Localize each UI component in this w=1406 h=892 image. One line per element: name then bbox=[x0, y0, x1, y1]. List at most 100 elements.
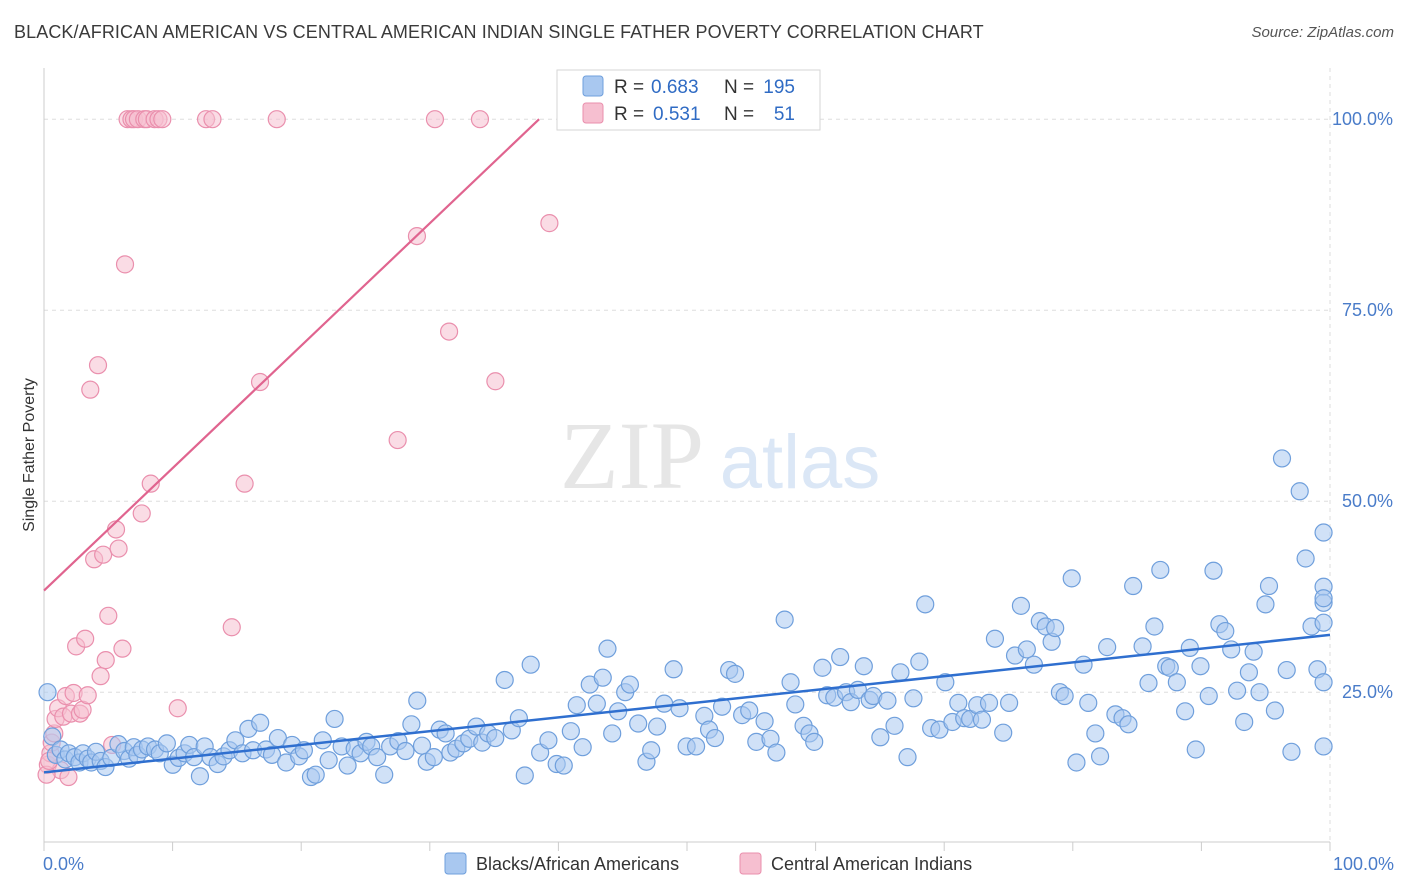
y-tick-label: 75.0% bbox=[1342, 300, 1393, 320]
data-point-blue bbox=[1133, 637, 1152, 656]
data-point-blue bbox=[629, 714, 648, 733]
data-point-blue bbox=[725, 664, 745, 683]
series-blacks-african-americans bbox=[38, 449, 1333, 787]
data-point-blue bbox=[402, 715, 421, 734]
data-point-blue bbox=[1256, 595, 1275, 614]
data-point-blue bbox=[424, 748, 443, 767]
y-tick-label: 25.0% bbox=[1342, 682, 1393, 702]
legend-r-value-blue: 0.683 bbox=[651, 77, 699, 98]
data-point-blue bbox=[1314, 613, 1333, 632]
data-point-blue bbox=[642, 741, 661, 760]
data-point-pink bbox=[235, 474, 254, 493]
source-label: Source: ZipAtlas.com bbox=[1251, 24, 1394, 41]
data-point-pink bbox=[486, 372, 505, 391]
chart-title: BLACK/AFRICAN AMERICAN VS CENTRAL AMERIC… bbox=[14, 22, 984, 42]
legend-n-value-blue: 195 bbox=[763, 77, 795, 98]
data-point-blue bbox=[813, 658, 832, 677]
data-point-blue bbox=[1186, 740, 1205, 759]
data-point-pink bbox=[109, 539, 128, 558]
data-point-blue bbox=[767, 743, 786, 762]
data-point-blue bbox=[1180, 638, 1199, 657]
data-point-blue bbox=[1314, 523, 1333, 542]
data-point-pink bbox=[99, 606, 118, 625]
data-point-blue bbox=[1046, 618, 1065, 638]
data-point-pink bbox=[425, 110, 445, 129]
data-point-blue bbox=[1239, 663, 1259, 682]
watermark-zip: ZIP bbox=[560, 402, 704, 509]
data-point-blue bbox=[1272, 449, 1292, 468]
data-point-blue bbox=[1265, 701, 1285, 720]
data-point-blue bbox=[262, 745, 282, 764]
data-point-blue bbox=[1090, 747, 1110, 766]
legend-r-label-pink: R = bbox=[614, 104, 644, 125]
bottom-legend-swatch-pink bbox=[739, 852, 762, 875]
data-point-blue bbox=[647, 717, 667, 736]
data-point-blue bbox=[972, 710, 992, 729]
data-point-blue bbox=[1222, 640, 1241, 659]
data-point-blue bbox=[396, 741, 415, 761]
data-point-blue bbox=[781, 673, 800, 692]
data-point-blue bbox=[1290, 482, 1309, 501]
data-point-blue bbox=[1151, 560, 1170, 580]
data-point-blue bbox=[368, 748, 387, 767]
data-point-blue bbox=[38, 683, 57, 702]
data-point-blue bbox=[1098, 638, 1117, 657]
data-point-blue bbox=[936, 673, 955, 692]
data-point-blue bbox=[664, 660, 683, 679]
data-point-blue bbox=[904, 689, 923, 708]
data-point-blue bbox=[831, 647, 850, 667]
data-point-blue bbox=[1191, 657, 1210, 676]
data-point-blue bbox=[885, 716, 904, 735]
data-point-blue bbox=[949, 693, 968, 712]
data-point-blue bbox=[1000, 693, 1019, 712]
data-point-blue bbox=[1199, 686, 1218, 706]
data-point-pink bbox=[439, 322, 459, 341]
data-point-blue bbox=[916, 595, 935, 614]
legend-n-label-pink: N = bbox=[724, 104, 754, 125]
data-point-blue bbox=[979, 693, 999, 712]
data-point-blue bbox=[1244, 642, 1263, 661]
data-point-blue bbox=[1235, 712, 1254, 732]
data-point-blue bbox=[313, 731, 332, 750]
data-point-blue bbox=[375, 765, 394, 784]
data-point-blue bbox=[655, 694, 674, 713]
data-point-blue bbox=[1145, 617, 1164, 636]
data-point-blue bbox=[686, 737, 706, 756]
data-point-pink bbox=[81, 380, 100, 399]
legend-box: R = 0.683 N = 195 R = 0.531 N = 51 bbox=[556, 69, 821, 131]
data-point-blue bbox=[539, 731, 558, 750]
trend-line-pink bbox=[43, 118, 540, 592]
data-point-blue bbox=[786, 695, 805, 714]
legend-n-value-pink: 51 bbox=[774, 104, 795, 125]
data-point-blue bbox=[1277, 660, 1296, 680]
data-point-blue bbox=[871, 728, 890, 747]
data-point-blue bbox=[554, 756, 573, 775]
data-point-blue bbox=[1067, 753, 1086, 772]
watermark-atlas: atlas bbox=[720, 420, 881, 505]
y-tick-labels: 25.0% 50.0% 75.0% 100.0% bbox=[1332, 109, 1393, 702]
bottom-legend-swatch-blue bbox=[444, 852, 467, 875]
data-point-blue bbox=[190, 767, 210, 786]
data-point-blue bbox=[515, 766, 534, 785]
x-tick-label-min: 0.0% bbox=[43, 854, 84, 874]
data-point-blue bbox=[573, 738, 592, 757]
data-point-blue bbox=[1296, 549, 1315, 568]
data-point-pink bbox=[388, 430, 407, 450]
data-point-blue bbox=[898, 748, 917, 767]
data-point-blue bbox=[306, 765, 325, 784]
data-point-blue bbox=[620, 675, 640, 694]
data-point-blue bbox=[1119, 715, 1138, 734]
legend-swatch-pink bbox=[582, 102, 604, 124]
data-point-blue bbox=[985, 629, 1005, 648]
data-point-blue bbox=[436, 724, 455, 743]
data-point-pink bbox=[91, 667, 110, 686]
data-point-blue bbox=[495, 670, 514, 690]
legend-r-value-pink: 0.531 bbox=[653, 104, 701, 125]
data-point-blue bbox=[910, 652, 929, 671]
data-point-blue bbox=[705, 728, 725, 748]
data-point-pink bbox=[222, 618, 241, 637]
data-point-blue bbox=[1124, 576, 1143, 596]
data-point-pink bbox=[250, 372, 270, 392]
data-point-blue bbox=[338, 756, 357, 775]
